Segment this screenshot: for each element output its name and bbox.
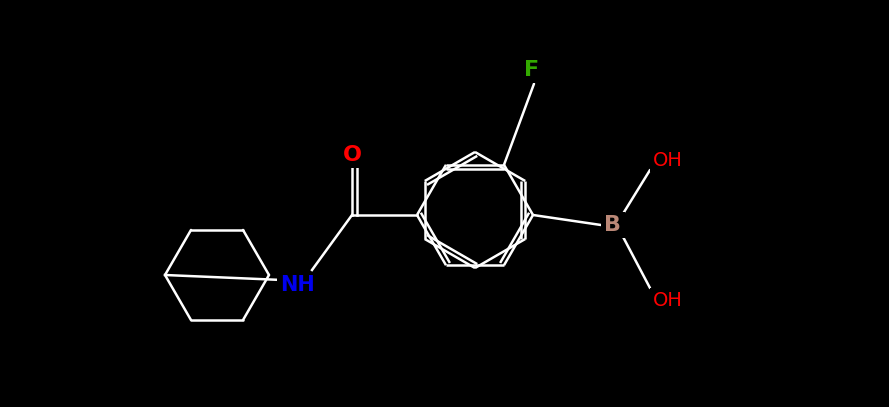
Text: NH: NH: [280, 275, 315, 295]
Text: B: B: [605, 215, 621, 235]
Text: OH: OH: [653, 291, 683, 309]
Text: OH: OH: [653, 151, 683, 169]
Text: F: F: [525, 60, 540, 80]
Text: O: O: [342, 145, 362, 165]
